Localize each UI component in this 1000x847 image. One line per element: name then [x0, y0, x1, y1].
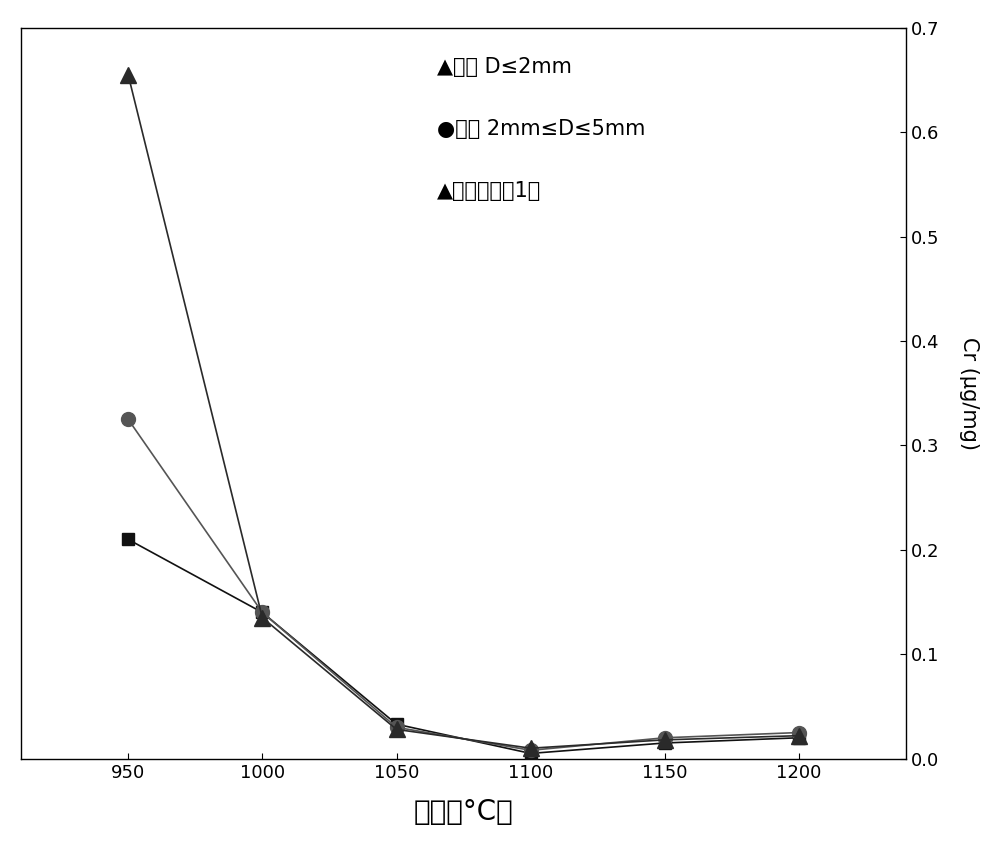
Text: ▲代表完整頶1粒: ▲代表完整頶1粒: [437, 181, 541, 202]
Text: ▲代表 D≤2mm: ▲代表 D≤2mm: [437, 57, 572, 77]
Text: ●代表 2mm≤D≤5mm: ●代表 2mm≤D≤5mm: [437, 119, 645, 139]
X-axis label: 温度（°C）: 温度（°C）: [414, 798, 513, 826]
Y-axis label: Cr (μg/mg): Cr (μg/mg): [959, 337, 979, 450]
